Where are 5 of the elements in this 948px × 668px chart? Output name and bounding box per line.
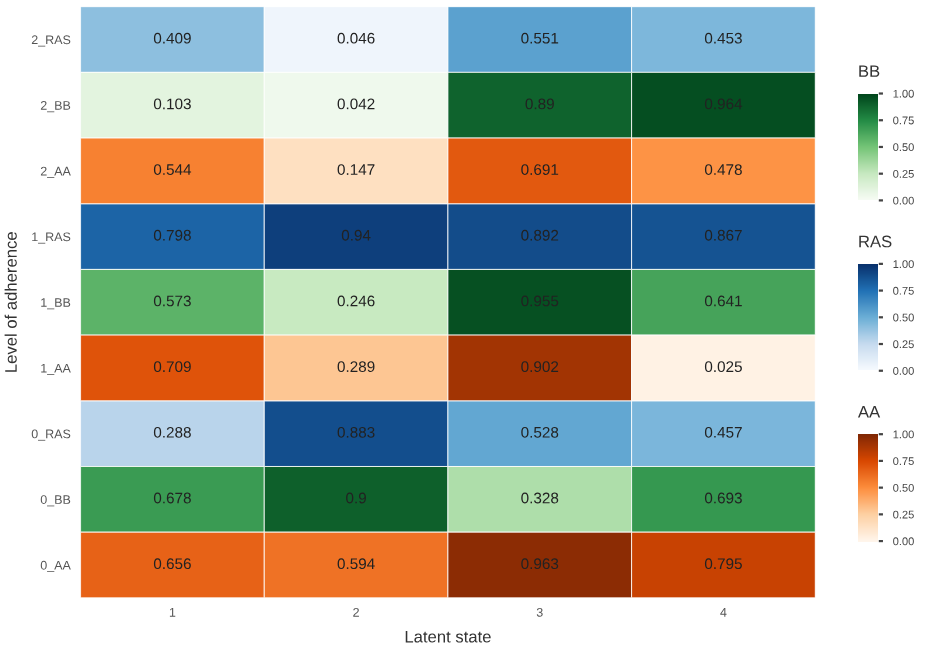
- color-bar-title: RAS: [859, 235, 892, 248]
- y-axis-title: Level of adherence: [4, 232, 17, 372]
- x-axis-title: Latent state: [405, 630, 491, 643]
- color-bar-title: AA: [857, 406, 881, 418]
- color-bar-title: BB: [859, 65, 880, 77]
